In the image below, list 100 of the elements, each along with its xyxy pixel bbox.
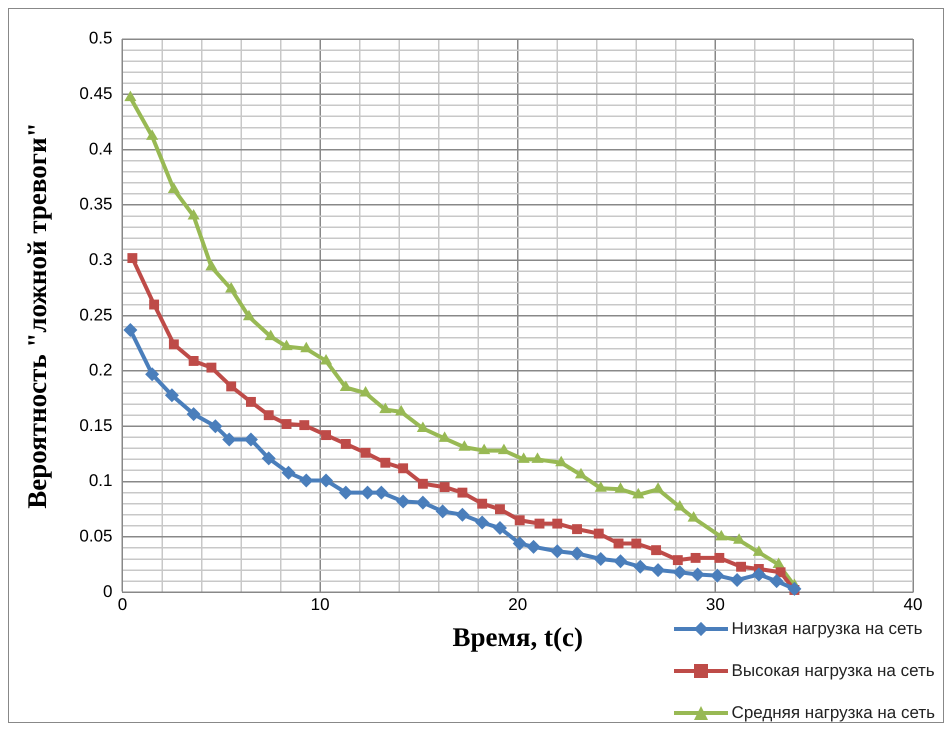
legend-label: Низкая нагрузка на сеть (732, 619, 922, 639)
point (526, 540, 541, 554)
point (440, 482, 450, 492)
point (633, 560, 648, 574)
y-tick-label: 0.35 (79, 194, 112, 214)
point (514, 515, 525, 526)
point (123, 322, 138, 337)
point (710, 568, 724, 583)
point (222, 432, 236, 447)
point (416, 496, 430, 510)
point (674, 500, 686, 511)
point (225, 282, 238, 293)
y-tick-label: 0.4 (88, 139, 112, 158)
legend-label: Высокая нагрузка на сеть (732, 661, 935, 681)
point (550, 544, 564, 558)
y-axis-title: Вероятность "ложной тревоги" (22, 122, 52, 509)
x-tick-label: 10 (310, 595, 330, 614)
point (436, 504, 450, 518)
y-tick-label: 0.3 (88, 250, 112, 269)
point (340, 380, 352, 392)
point (688, 511, 700, 522)
point (457, 488, 468, 498)
y-tick-label: 0.1 (88, 471, 112, 490)
point (651, 563, 666, 578)
point (338, 486, 353, 500)
point (492, 521, 507, 536)
point (534, 518, 544, 529)
point (320, 354, 332, 364)
point (631, 538, 642, 548)
point (264, 410, 274, 420)
point (475, 515, 490, 530)
point (672, 555, 683, 566)
point (458, 440, 470, 451)
point (379, 402, 392, 414)
point (299, 473, 314, 488)
point (512, 536, 527, 551)
point (145, 367, 160, 382)
y-tick-label: 0.05 (79, 526, 112, 546)
point (614, 538, 624, 548)
point (280, 340, 293, 350)
point (770, 574, 784, 588)
point (205, 260, 218, 270)
point (127, 253, 138, 264)
point (282, 419, 292, 429)
point (321, 430, 331, 440)
point (672, 565, 687, 580)
point (752, 567, 766, 582)
y-tick-label: 0.2 (88, 360, 112, 380)
point (206, 362, 216, 373)
point (360, 486, 375, 500)
point (478, 444, 490, 454)
point (186, 407, 201, 422)
point (477, 498, 488, 509)
point (281, 466, 296, 480)
y-tick-label: 0.45 (79, 84, 112, 104)
point (594, 528, 604, 539)
point (188, 209, 200, 220)
y-tick-label: 0.5 (88, 28, 112, 48)
point (124, 90, 136, 102)
y-tick-label: 0.25 (79, 305, 112, 324)
point (552, 518, 562, 529)
point (360, 448, 371, 458)
point (614, 554, 628, 568)
point (188, 356, 199, 366)
point (570, 546, 584, 560)
point (594, 481, 607, 492)
point (398, 463, 408, 474)
point (787, 582, 802, 596)
x-tick-label: 40 (904, 595, 922, 614)
point (418, 478, 428, 489)
y-tick-label: 0 (103, 582, 112, 601)
point (319, 473, 334, 488)
point (730, 573, 744, 588)
point (262, 451, 276, 466)
point (168, 339, 179, 350)
point (455, 508, 470, 522)
point (246, 396, 256, 407)
point (340, 438, 351, 449)
point (736, 562, 746, 572)
point (300, 342, 312, 352)
y-tick-label: 0.15 (79, 416, 112, 435)
point (208, 419, 222, 434)
point (690, 552, 701, 563)
point (714, 552, 724, 563)
point (168, 182, 180, 193)
point (226, 381, 236, 392)
point (164, 388, 179, 402)
point (572, 524, 582, 534)
point (690, 567, 705, 582)
x-tick-label: 0 (118, 595, 128, 614)
point (555, 456, 568, 466)
x-tick-label: 30 (706, 595, 725, 614)
point (360, 386, 372, 397)
point (374, 486, 388, 500)
point (396, 494, 410, 508)
point (495, 504, 505, 514)
point (594, 552, 608, 566)
point (242, 310, 256, 320)
point (299, 420, 310, 430)
x-tick-label: 20 (508, 595, 528, 614)
